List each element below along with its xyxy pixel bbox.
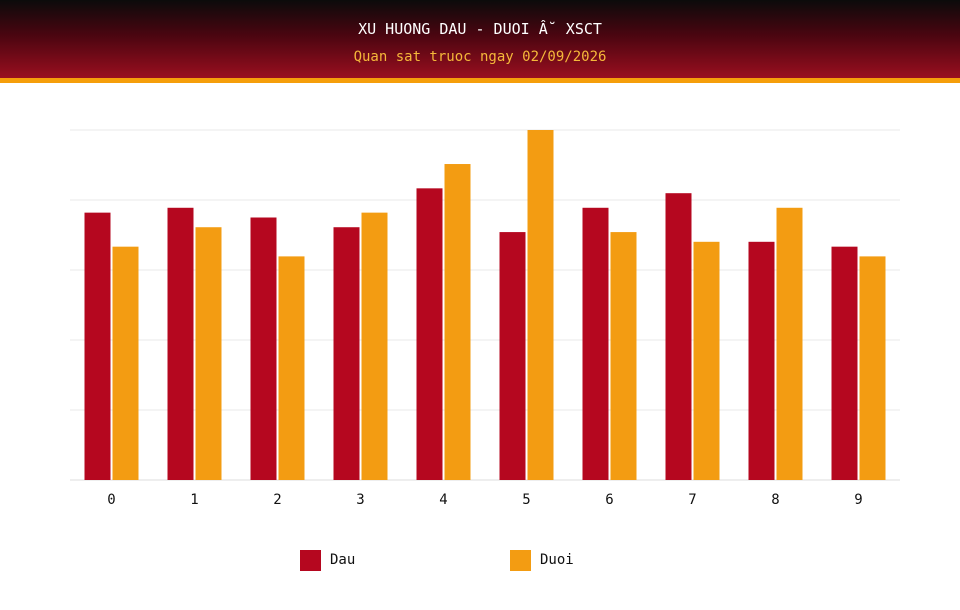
bar-dau-7[interactable] — [665, 193, 692, 480]
legend-label-dau: Dau — [330, 552, 356, 568]
chart-subtitle: Quan sat truoc ngay 02/09/2026 — [353, 49, 607, 65]
x-tick-label: 3 — [356, 492, 364, 508]
bar-duoi-0[interactable] — [112, 246, 139, 480]
bar-dau-5[interactable] — [499, 232, 526, 480]
bar-duoi-7[interactable] — [693, 241, 720, 480]
bar-duoi-6[interactable] — [610, 232, 637, 480]
bar-duoi-8[interactable] — [776, 207, 803, 480]
bar-dau-1[interactable] — [167, 207, 194, 480]
bar-dau-0[interactable] — [84, 212, 111, 480]
legend-item-dau[interactable]: Dau — [300, 549, 355, 571]
bar-dau-3[interactable] — [333, 227, 360, 480]
bar-duoi-2[interactable] — [278, 256, 305, 480]
x-tick-label: 8 — [771, 492, 779, 508]
bar-duoi-3[interactable] — [361, 212, 388, 480]
legend-item-duoi[interactable]: Duoi — [510, 549, 574, 571]
x-tick-label: 0 — [107, 492, 115, 508]
bar-duoi-9[interactable] — [859, 256, 886, 480]
x-tick-label: 9 — [854, 492, 862, 508]
bar-duoi-4[interactable] — [444, 164, 471, 480]
legend-swatch-duoi — [510, 549, 531, 571]
x-tick-label: 1 — [190, 492, 198, 508]
bar-duoi-5[interactable] — [527, 130, 554, 480]
bar-dau-2[interactable] — [250, 217, 277, 481]
x-tick-label: 7 — [688, 492, 696, 508]
bar-dau-4[interactable] — [416, 188, 443, 480]
x-tick-label: 5 — [522, 492, 530, 508]
bar-duoi-1[interactable] — [195, 227, 222, 480]
x-tick-label: 6 — [605, 492, 613, 508]
legend-swatch-dau — [300, 549, 321, 571]
x-tick-label: 2 — [273, 492, 281, 508]
chart-title: XU HUONG DAU - DUOI Â˘ XSCT — [358, 20, 602, 38]
bar-dau-6[interactable] — [582, 207, 609, 480]
bar-dau-8[interactable] — [748, 241, 775, 480]
chart-header: XU HUONG DAU - DUOI Â˘ XSCT Quan sat tru… — [0, 0, 960, 83]
bar-chart: 0 1 2 3 4 5 6 7 8 9 — [70, 129, 900, 508]
bar-dau-9[interactable] — [831, 246, 858, 480]
x-tick-label: 4 — [439, 492, 447, 508]
legend-label-duoi: Duoi — [540, 552, 574, 568]
